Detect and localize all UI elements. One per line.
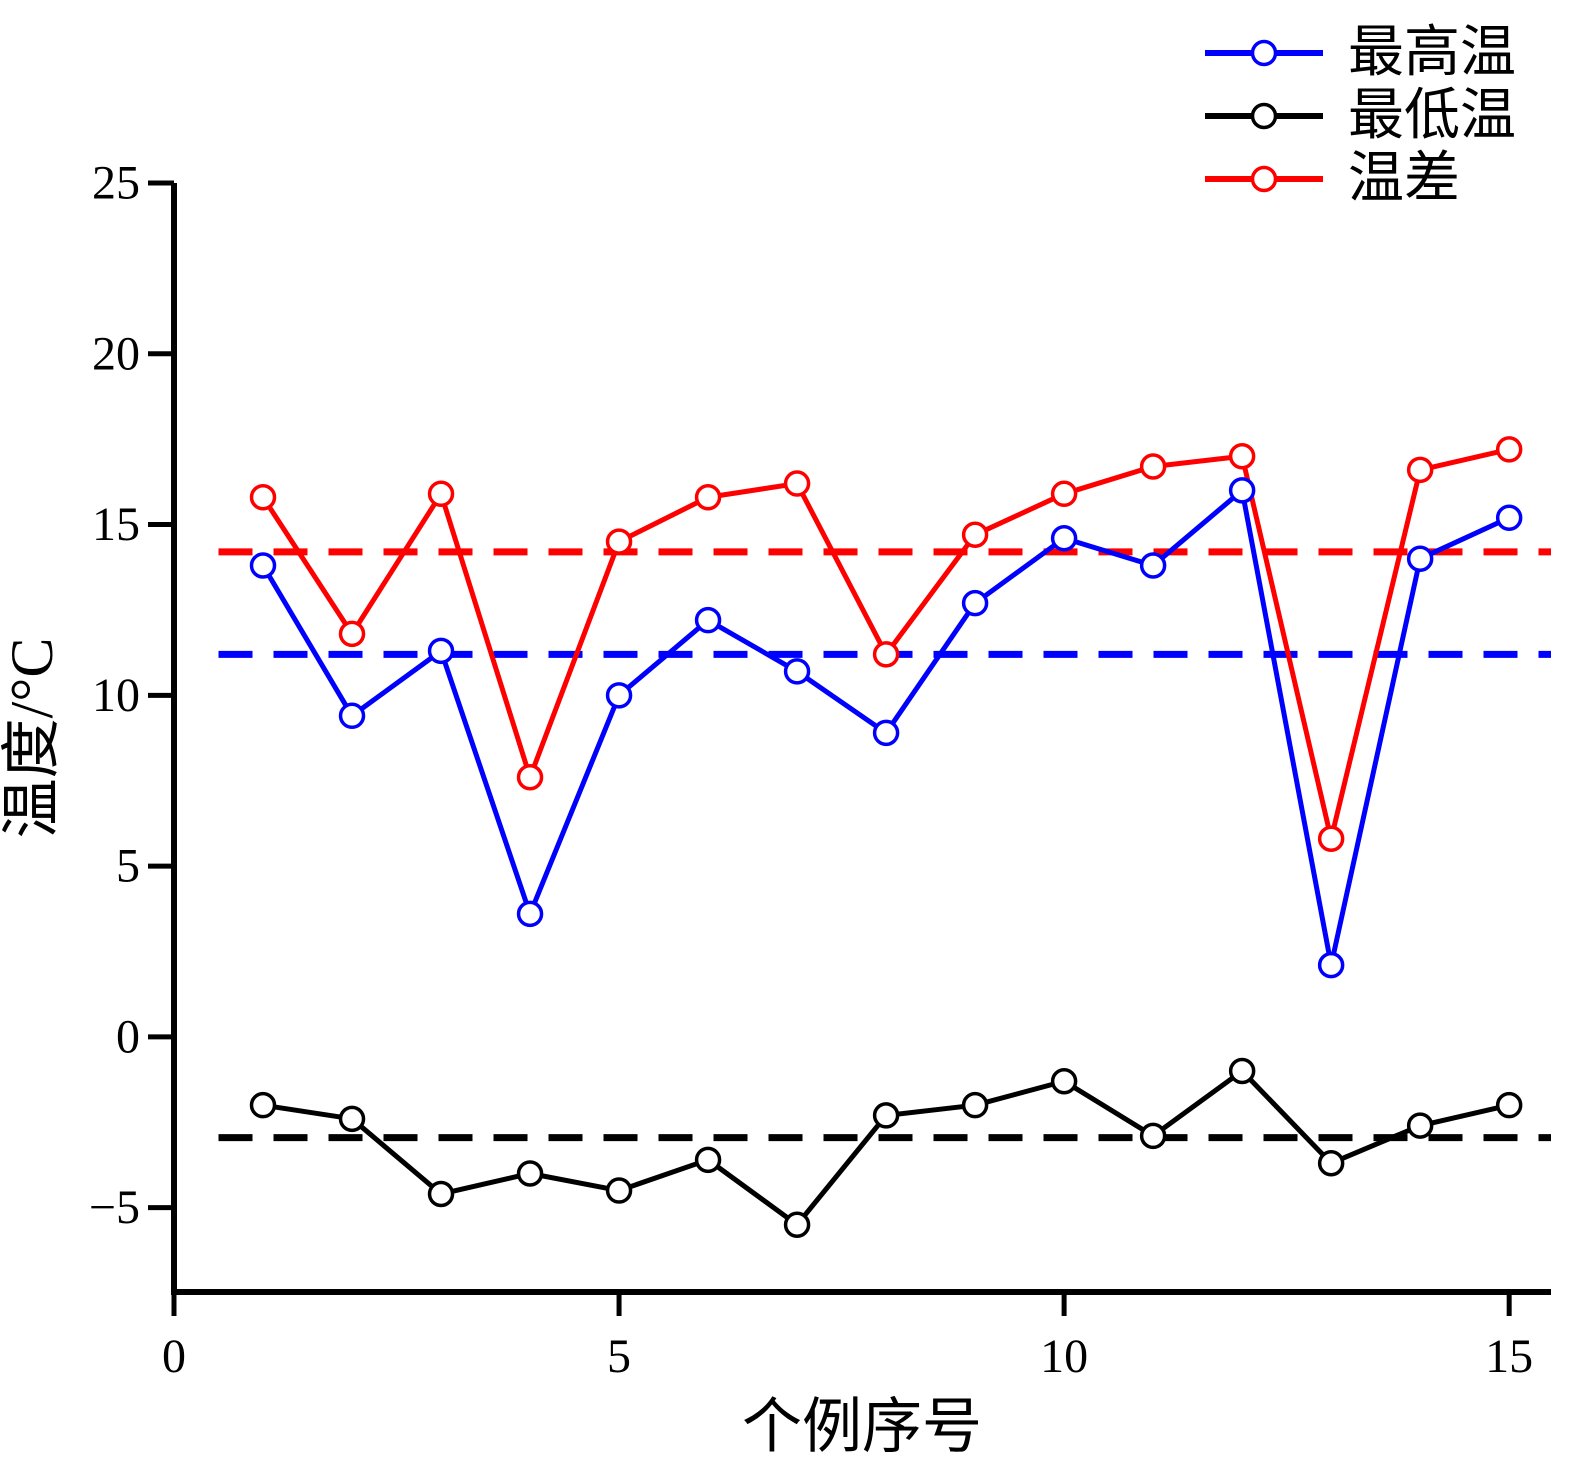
x-tick-label: 0 [162,1330,186,1383]
data-point-1-2 [338,1105,366,1133]
data-point-2-4 [516,764,544,791]
data-point-2-2 [338,620,366,648]
data-point-2-6 [694,483,722,511]
data-point-2-5 [605,528,633,555]
data-point-1-13 [1317,1149,1345,1177]
data-point-1-12 [1228,1057,1256,1085]
x-axis-title: 个例序号 [742,1394,982,1460]
data-point-0-7 [783,658,811,685]
data-point-1-11 [1139,1122,1167,1150]
legend-marker-1 [1250,102,1278,130]
data-point-0-10 [1050,524,1078,552]
legend-marker-2 [1250,165,1278,193]
axes-group: −5 0 5 10 15 20 25 0 5 10 15 [89,157,1551,1383]
legend-item-2: 温差 [1205,148,1460,210]
y-tick-label: 10 [92,669,140,722]
data-point-0-9 [961,589,989,617]
data-point-2-1 [249,483,277,511]
data-point-1-3 [427,1180,455,1208]
mean-lines-group [218,548,1551,1142]
data-point-2-12 [1228,442,1256,470]
data-point-1-4 [516,1160,544,1187]
series-group [249,436,1523,1238]
y-axis-title: 温度/°C [0,638,65,839]
data-point-0-6 [694,606,722,634]
data-point-0-14 [1406,545,1434,572]
y-tick-label: 20 [92,327,140,380]
y-tick-label: −5 [89,1181,140,1234]
data-point-2-8 [872,641,900,668]
data-point-1-1 [249,1091,277,1119]
data-point-0-1 [249,552,277,579]
data-point-0-4 [516,900,544,928]
x-tick-label: 10 [1040,1330,1088,1383]
data-point-2-13 [1317,825,1345,853]
legend-item-1: 最低温 [1205,85,1516,147]
data-point-1-6 [694,1146,722,1174]
data-point-0-8 [872,719,900,747]
data-point-2-10 [1050,480,1078,508]
data-point-2-7 [783,470,811,497]
legend-label-0: 最高温 [1348,22,1516,84]
axis-spines [171,183,1551,1295]
data-point-1-8 [872,1102,900,1129]
data-point-2-11 [1139,453,1167,480]
data-point-0-3 [427,637,455,665]
data-point-0-15 [1495,504,1523,531]
data-point-0-5 [605,682,633,709]
data-point-1-14 [1406,1112,1434,1139]
data-point-0-11 [1139,552,1167,579]
legend-item-0: 最高温 [1205,22,1516,84]
y-tick-label: 5 [116,840,140,893]
y-tick-label: 25 [92,157,140,210]
data-point-1-9 [961,1091,989,1119]
data-point-1-10 [1050,1068,1078,1095]
data-point-1-15 [1495,1091,1523,1119]
data-point-2-15 [1495,436,1523,463]
y-tick-label: 15 [92,498,140,551]
legend-label-2: 温差 [1348,148,1460,210]
x-tick-label: 5 [607,1330,631,1383]
data-point-2-9 [961,521,989,549]
legend-label-1: 最低温 [1348,85,1516,147]
legend-marker-0 [1250,39,1278,67]
data-point-0-2 [338,702,366,730]
data-point-2-14 [1406,456,1434,484]
data-point-0-12 [1228,477,1256,504]
data-point-2-3 [427,480,455,508]
data-point-1-7 [783,1211,811,1238]
data-point-0-13 [1317,951,1345,979]
x-tick-label: 15 [1485,1330,1533,1383]
data-point-1-5 [605,1177,633,1204]
y-tick-label: 0 [116,1010,140,1063]
